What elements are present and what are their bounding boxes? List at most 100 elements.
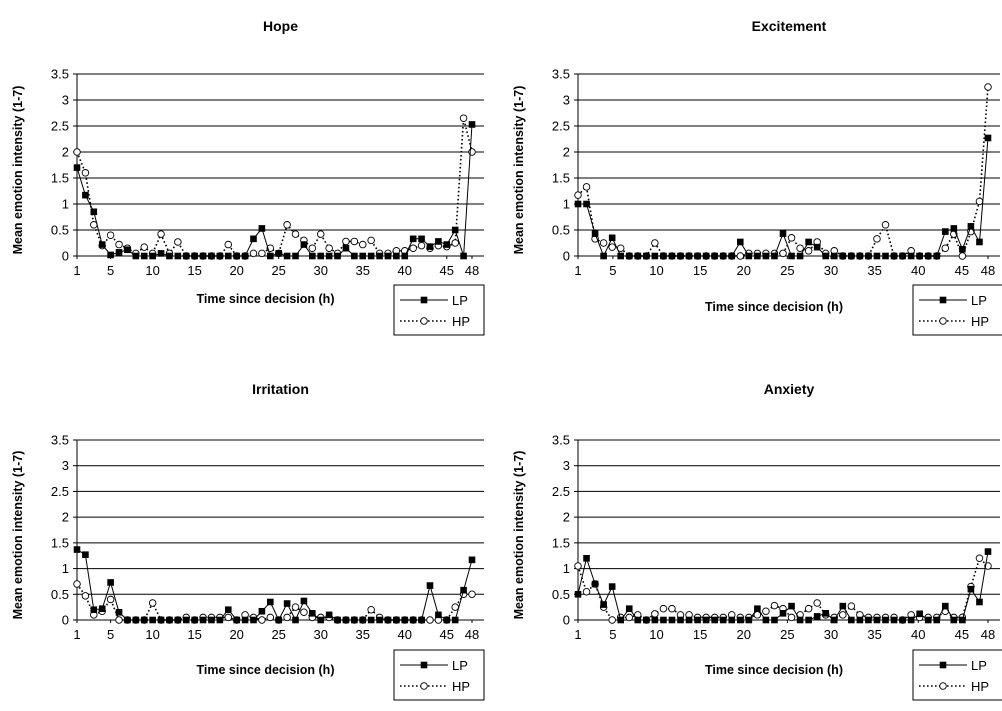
lp-point [728,616,736,624]
lp-point [865,616,872,624]
hp-point [283,613,291,622]
y-tick-label: 3.5 [51,67,69,82]
lp-point [762,252,770,260]
x-tick-label: 40 [398,263,412,278]
lp-point [813,243,821,251]
lp-point [241,616,249,624]
y-axis-label: Mean emotion intensity (1-7) [512,451,526,620]
lp-point [600,252,607,260]
hp-point [582,587,591,596]
lp-point [907,616,915,624]
y-tick-label: 3.5 [552,67,570,82]
lp-point [166,616,173,624]
lp-point [359,616,367,624]
chart-panel-3: 00.511.522.533.51 5 10 15 20 25 30 35 40 45 48Anxi… [512,381,1002,701]
x-tick-label: 15 [693,627,707,642]
lp-point [98,605,106,612]
lp-point [174,616,182,624]
hp-point [308,244,317,252]
legend-hp-label: HP [971,314,989,329]
x-tick-label: 35 [867,627,881,642]
hp-point [770,601,779,610]
lp-point [967,585,975,593]
y-tick-label: 3.5 [51,433,69,448]
lp-point [984,134,992,142]
hp-point [787,613,796,622]
lp-point [241,252,249,260]
y-tick-label: 1 [62,197,69,212]
x-tick-label: 1 [574,627,581,642]
lp-point [460,252,467,260]
lp-point [668,616,676,624]
x-tick-label: 35 [356,627,370,642]
lp-point [393,252,400,260]
lp-point [933,252,941,260]
lp-point [443,241,451,248]
hp-point [224,240,233,249]
lp-point [950,225,958,232]
lp-point [216,252,224,260]
x-tick-label: 30 [824,263,838,278]
lp-point [976,598,983,606]
legend-lp-label: LP [452,293,468,308]
lp-point [401,252,409,260]
lp-point [702,616,710,624]
lp-point [848,616,855,624]
hp-point [316,230,325,238]
legend-lp-label: LP [971,293,987,308]
x-tick-label: 20 [737,627,751,642]
lp-point [813,613,821,620]
hp-point [291,603,300,611]
lp-point [157,616,165,624]
lp-point [468,121,476,128]
y-tick-label: 1.5 [552,535,570,550]
hp-point [847,602,856,610]
x-tick-label: 30 [313,263,327,278]
lp-point [367,252,375,260]
lp-point [367,616,375,624]
lp-point [90,208,98,216]
hp-point [779,249,787,258]
x-tick-label: 20 [229,263,243,278]
y-tick-label: 0 [62,249,69,264]
lp-point [771,616,778,624]
x-tick-label: 25 [780,627,794,642]
lp-point [711,616,718,624]
lp-point [300,241,308,248]
lp-point [292,616,299,624]
x-tick-label: 48 [465,627,479,642]
lp-point [890,252,898,260]
lp-point [625,252,633,260]
y-tick-label: 0.5 [51,587,69,602]
lp-point [283,600,291,607]
lp-point [711,252,718,260]
lp-point [384,616,392,624]
hp-point [350,237,359,246]
lp-point [591,580,599,588]
hp-point [249,249,258,258]
lp-point [685,252,693,260]
lp-point [115,249,123,256]
hp-point [796,244,804,252]
series-line-lp [76,549,473,622]
y-tick-label: 2.5 [51,484,69,499]
x-tick-label: 25 [271,263,285,278]
lp-point [359,252,367,260]
lp-point [300,597,308,605]
x-tick-label: 48 [981,263,995,278]
lp-point [736,238,744,246]
lp-point [694,616,701,624]
lp-point [174,252,182,260]
lp-point [976,238,983,246]
hp-point [804,604,813,613]
hp-point [651,239,659,247]
lp-point [233,616,240,624]
x-tick-label: 40 [398,627,412,642]
lp-point [191,252,198,260]
lp-point [325,611,333,619]
lp-point [916,252,923,260]
lp-point [950,616,958,624]
hp-point [762,607,770,616]
hp-point [325,244,333,252]
hp-point [174,238,182,246]
